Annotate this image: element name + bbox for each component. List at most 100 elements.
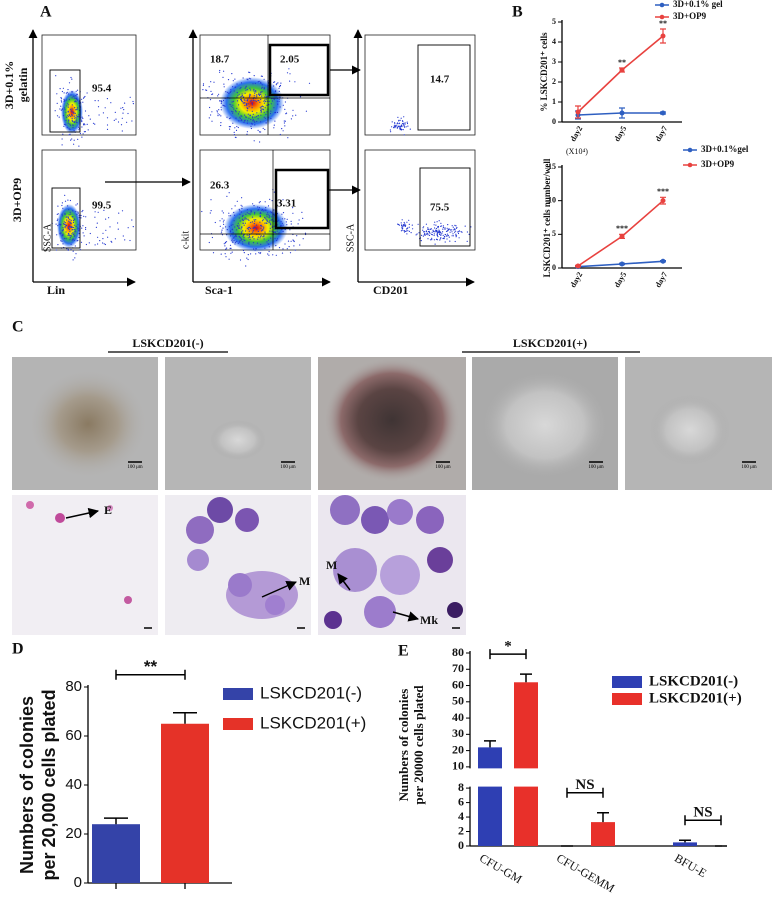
flow-event xyxy=(246,131,248,133)
legend-label: 3D+OP9 xyxy=(673,11,707,21)
flow-event xyxy=(435,227,437,230)
flow-event xyxy=(252,113,254,115)
flow-event xyxy=(225,256,227,258)
flow-event xyxy=(436,221,438,223)
flow-event xyxy=(270,237,272,239)
flow-event xyxy=(251,110,253,112)
flow-event xyxy=(234,205,236,207)
flow-event xyxy=(427,227,429,229)
flow-event xyxy=(286,72,289,74)
flow-event xyxy=(427,230,429,233)
flow-event xyxy=(265,209,267,211)
arrows xyxy=(28,29,475,287)
flow-event xyxy=(221,218,223,220)
flow-event xyxy=(254,90,257,92)
flow-event xyxy=(69,123,71,125)
flow-event xyxy=(77,239,79,242)
flow-event xyxy=(106,117,109,119)
y-axis-label: c-kit xyxy=(180,231,191,250)
flow-event xyxy=(260,106,263,108)
flow-event xyxy=(75,116,77,118)
flow-event xyxy=(267,243,269,245)
flow-event xyxy=(430,228,432,230)
flow-event xyxy=(75,90,77,92)
flow-event xyxy=(439,232,441,234)
flow-event xyxy=(254,220,256,222)
flow-event xyxy=(57,225,59,227)
y-tick-label: 5 xyxy=(552,17,556,26)
flow-event xyxy=(68,93,70,95)
flow-event xyxy=(74,121,76,123)
flow-event xyxy=(220,124,222,127)
legend-swatch xyxy=(223,688,253,700)
flow-event xyxy=(264,201,266,203)
flow-event xyxy=(84,95,86,98)
flow-event xyxy=(75,204,77,206)
flow-event xyxy=(269,222,272,224)
flow-event xyxy=(403,122,405,124)
panel-label: A xyxy=(40,4,52,21)
flow-event xyxy=(403,134,405,136)
flow-event xyxy=(447,235,449,237)
y-tick-label: 0 xyxy=(458,838,464,852)
flow-event xyxy=(420,240,422,242)
flow-event xyxy=(132,226,134,228)
flow-event xyxy=(399,119,401,121)
significance: * xyxy=(504,639,512,655)
flow-event xyxy=(436,233,438,235)
flow-event xyxy=(442,228,444,230)
flow-event xyxy=(68,134,70,136)
flow-event xyxy=(400,129,403,131)
flow-event xyxy=(117,222,119,224)
flow-event xyxy=(83,123,85,125)
flow-event xyxy=(264,100,266,103)
flow-event xyxy=(121,117,123,119)
flow-event xyxy=(55,223,57,225)
y-tick-label: 4 xyxy=(458,809,464,823)
flow-event xyxy=(428,230,430,232)
legend-swatch xyxy=(223,718,253,730)
flow-event xyxy=(253,75,255,77)
marker xyxy=(660,110,666,116)
flow-event xyxy=(235,117,237,119)
chart: 0 1 2 3 4 5% LSKCD201⁺ cells day2 day5 day7 ** ** 3… xyxy=(539,0,723,143)
flow-event xyxy=(98,114,100,116)
flow-event xyxy=(260,109,262,112)
flow-event xyxy=(261,220,264,222)
flow-event xyxy=(73,111,75,113)
flow-event xyxy=(280,224,282,227)
flow-event xyxy=(73,224,75,226)
cell-type-label: E xyxy=(104,503,112,517)
flow-event xyxy=(208,117,210,119)
error-bar xyxy=(484,740,496,748)
flow-event xyxy=(239,88,241,90)
flow-event xyxy=(237,126,239,129)
flow-event xyxy=(406,227,408,230)
flow-event xyxy=(391,121,393,123)
flow-event xyxy=(216,111,218,113)
flow-event xyxy=(252,203,254,205)
flow-event xyxy=(281,218,283,220)
flow-event xyxy=(69,211,71,213)
flow-event xyxy=(263,234,265,236)
flow-event xyxy=(260,108,262,110)
flow-event xyxy=(297,223,299,225)
row-label: 3D+OP9 xyxy=(10,178,24,222)
flow-event xyxy=(70,248,72,251)
flow-event xyxy=(251,102,253,104)
flow-event xyxy=(254,116,256,118)
y-axis-label: Numbers of colonies xyxy=(396,689,411,802)
x-tick-label: day7 xyxy=(653,124,669,143)
flow-event xyxy=(258,94,261,97)
flow-event xyxy=(455,236,457,238)
flow-event xyxy=(80,241,83,243)
flow-event xyxy=(131,120,133,122)
flow-event xyxy=(456,227,458,229)
flow-event xyxy=(233,134,235,136)
flow-event xyxy=(244,99,246,101)
flow-event xyxy=(452,235,454,237)
flow-event xyxy=(104,107,106,109)
flow-event xyxy=(268,215,271,217)
flow-event xyxy=(249,96,251,98)
flow-event xyxy=(264,96,266,98)
